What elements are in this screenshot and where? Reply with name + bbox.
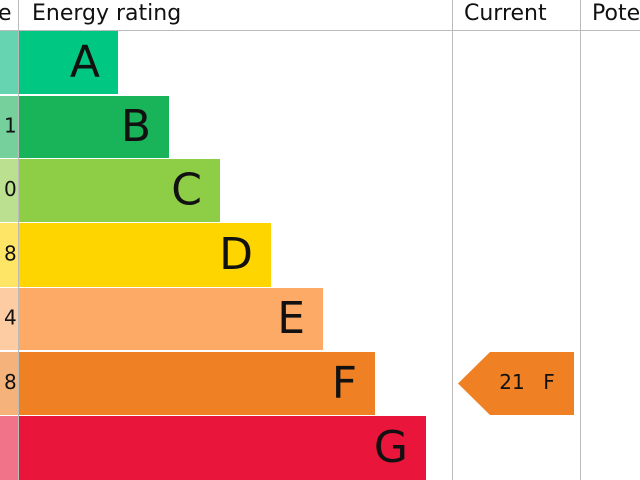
band-letter: A bbox=[70, 37, 100, 88]
band-bar bbox=[19, 31, 118, 94]
band-letter: E bbox=[277, 293, 305, 344]
potential-header: Pote bbox=[592, 1, 640, 26]
band-letter: C bbox=[171, 165, 202, 216]
score-header: e bbox=[0, 1, 12, 26]
score-label: 4 bbox=[4, 306, 17, 330]
current-arrow bbox=[458, 352, 574, 415]
band-letter: G bbox=[374, 422, 408, 473]
score-label: 8 bbox=[4, 370, 17, 394]
current-score: 21 bbox=[499, 370, 524, 394]
score-cell bbox=[0, 288, 18, 350]
score-cell bbox=[0, 416, 18, 480]
current-header: Current bbox=[464, 1, 547, 26]
band-bar bbox=[19, 416, 426, 480]
band-letter: F bbox=[332, 358, 357, 409]
score-label: 0 bbox=[4, 177, 17, 201]
band-bar bbox=[19, 352, 375, 415]
score-cell bbox=[0, 159, 18, 222]
band-bar bbox=[19, 96, 169, 158]
rating-header: Energy rating bbox=[32, 1, 181, 26]
score-label: 1 bbox=[4, 114, 17, 138]
current-band: F bbox=[543, 370, 555, 394]
band-bar bbox=[19, 288, 323, 350]
band-bar bbox=[19, 159, 220, 222]
band-bar bbox=[19, 223, 271, 287]
score-label: 8 bbox=[4, 242, 17, 266]
score-cell bbox=[0, 96, 18, 158]
band-letter: D bbox=[219, 229, 253, 280]
score-cell bbox=[0, 223, 18, 287]
header: e Energy rating Current Pote bbox=[0, 1, 640, 26]
band-letter: B bbox=[121, 101, 151, 152]
score-cell bbox=[0, 352, 18, 415]
score-cell bbox=[0, 31, 18, 94]
